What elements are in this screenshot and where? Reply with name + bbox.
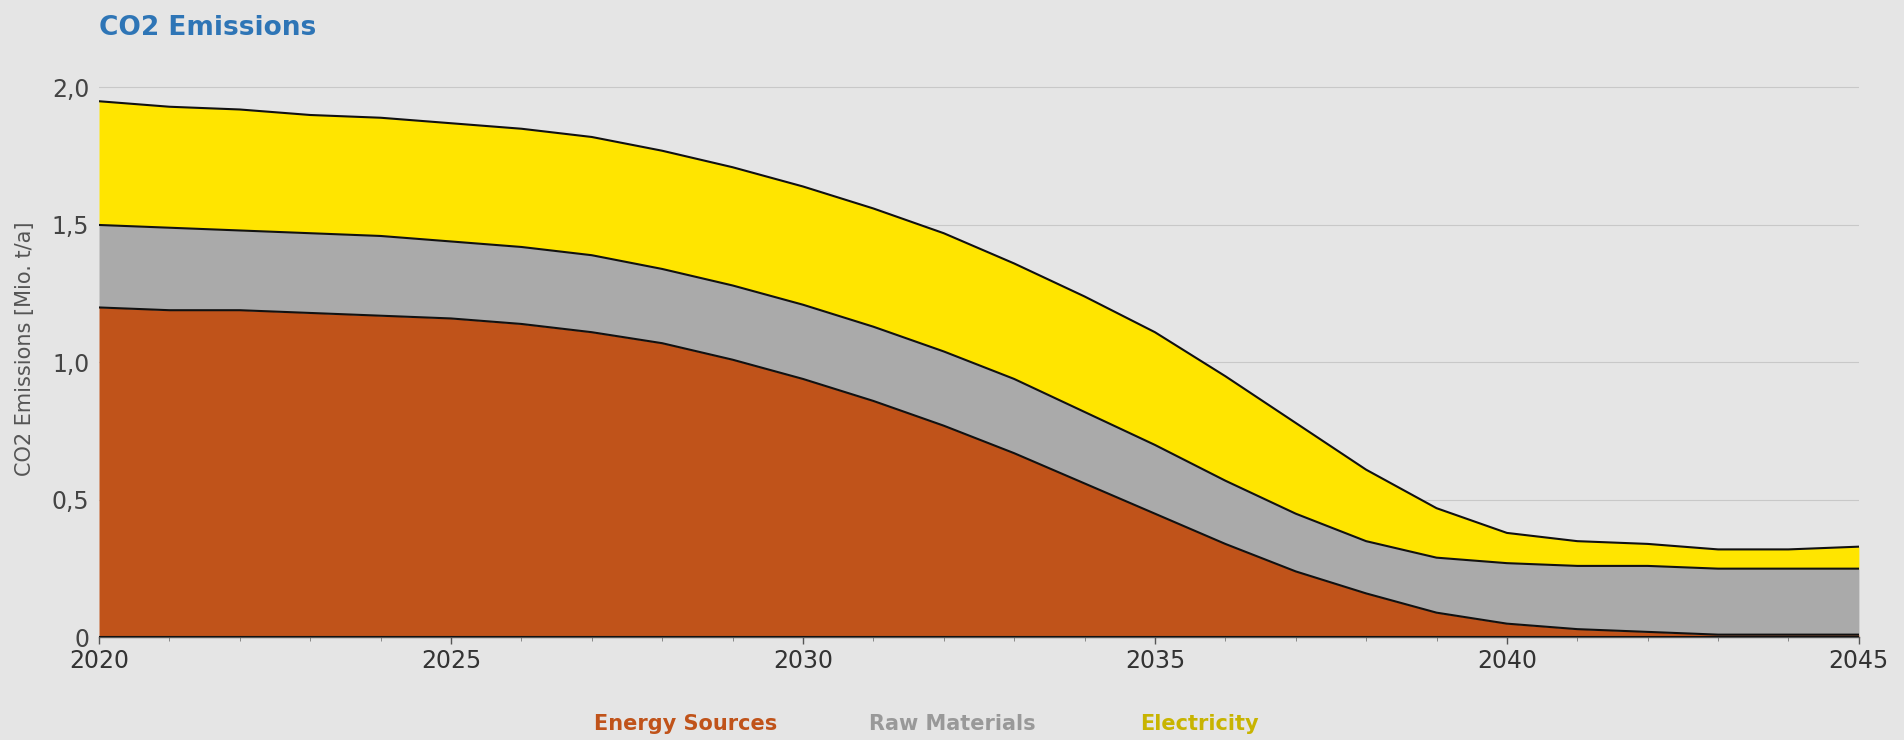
Text: Raw Materials: Raw Materials	[868, 713, 1036, 734]
Text: Energy Sources: Energy Sources	[594, 713, 777, 734]
Y-axis label: CO2 Emissions [Mio. t/a]: CO2 Emissions [Mio. t/a]	[15, 221, 34, 476]
Text: CO2 Emissions: CO2 Emissions	[99, 15, 316, 41]
Text: Electricity: Electricity	[1140, 713, 1259, 734]
